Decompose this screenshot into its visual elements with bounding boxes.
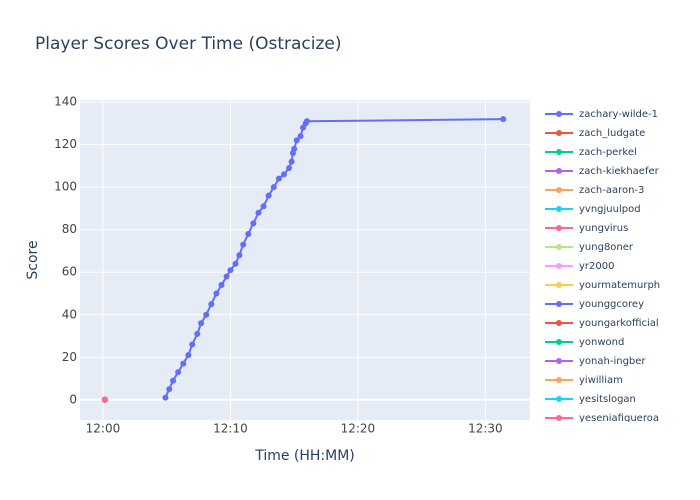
y-tick-label: 0 — [69, 392, 77, 406]
y-tick-label: 20 — [62, 350, 77, 364]
data-point — [288, 158, 295, 165]
legend-label: yourmatemurph — [579, 280, 660, 291]
legend-label: zachary-wilde-1 — [579, 109, 658, 120]
marks — [101, 116, 507, 403]
legend-label: youngarkofficial — [579, 318, 659, 329]
data-point — [223, 273, 230, 280]
data-point — [166, 386, 173, 393]
legend-label: yesitslogan — [579, 394, 636, 405]
data-point — [297, 133, 304, 140]
y-tick-label: 80 — [62, 222, 77, 236]
data-point — [286, 165, 293, 172]
legend-label: younggcorey — [579, 299, 644, 310]
data-point — [162, 394, 169, 401]
data-point — [175, 369, 182, 376]
legend-marker — [556, 225, 562, 231]
legend-marker — [556, 301, 562, 307]
x-tick-label: 12:10 — [213, 422, 248, 436]
legend-marker — [556, 415, 562, 421]
data-point — [275, 175, 282, 182]
legend-marker — [556, 358, 562, 364]
data-point — [255, 209, 262, 216]
legend-label: yonah-ingber — [579, 356, 646, 367]
data-point — [260, 203, 267, 210]
y-tick-label: 120 — [54, 137, 77, 151]
legend-label: yiwilliam — [579, 375, 623, 386]
legend-marker — [556, 111, 562, 117]
data-point — [189, 341, 196, 348]
legend-label: zach-perkel — [579, 147, 637, 158]
legend-marker — [556, 282, 562, 288]
data-point — [232, 260, 239, 267]
y-tick-label: 100 — [54, 180, 77, 194]
data-point — [500, 116, 507, 123]
x-tick-label: 12:30 — [468, 422, 503, 436]
data-point — [265, 192, 272, 199]
legend-marker — [556, 149, 562, 155]
data-point — [185, 352, 192, 359]
x-tick-label: 12:00 — [86, 422, 121, 436]
x-tick-label: 12:20 — [341, 422, 376, 436]
data-point — [303, 118, 310, 125]
legend: zachary-wilde-1 zach_ludgate zach-perkel za… — [545, 109, 660, 424]
data-point — [194, 330, 201, 337]
data-point — [218, 281, 225, 288]
y-tick-label: 140 — [54, 95, 77, 109]
legend-marker — [556, 377, 562, 383]
legend-marker — [556, 396, 562, 402]
legend-label: yeseniafigueroa — [579, 413, 659, 424]
legend-marker — [556, 187, 562, 193]
legend-marker — [556, 168, 562, 174]
legend-marker — [556, 130, 562, 136]
data-point — [198, 320, 205, 327]
data-point — [240, 241, 247, 248]
legend-marker — [556, 263, 562, 269]
y-axis-title: Score — [25, 240, 41, 279]
data-point — [180, 360, 187, 367]
data-point — [293, 137, 300, 144]
legend-label: zach_ludgate — [579, 128, 645, 139]
grid — [80, 100, 530, 420]
data-point — [280, 171, 287, 178]
data-point — [170, 377, 177, 384]
data-point — [291, 145, 298, 152]
legend-marker — [556, 339, 562, 345]
y-tick-label: 60 — [62, 265, 77, 279]
data-point — [203, 311, 210, 318]
data-point — [213, 290, 220, 297]
legend-marker — [556, 320, 562, 326]
legend-marker — [556, 244, 562, 250]
data-point — [250, 220, 257, 227]
legend-marker — [556, 206, 562, 212]
plot-area — [80, 100, 530, 420]
y-tick-label: 40 — [62, 307, 77, 321]
legend-label: zach-aaron-3 — [579, 185, 644, 196]
data-point — [270, 184, 277, 191]
data-point — [101, 396, 108, 403]
legend-label: zach-kiekhaefer — [579, 166, 660, 177]
legend-label: yr2000 — [579, 261, 614, 272]
data-point — [236, 252, 243, 259]
chart-title: Player Scores Over Time (Ostracize) — [35, 34, 342, 54]
x-axis-title: Time (HH:MM) — [254, 448, 355, 464]
data-point — [227, 267, 234, 274]
legend-label: yung8oner — [579, 242, 634, 253]
legend-label: yvngjuulpod — [579, 204, 641, 215]
data-point — [208, 301, 215, 308]
data-point — [245, 230, 252, 237]
legend-label: yonwond — [579, 337, 624, 348]
legend-label: yungvirus — [579, 223, 628, 234]
